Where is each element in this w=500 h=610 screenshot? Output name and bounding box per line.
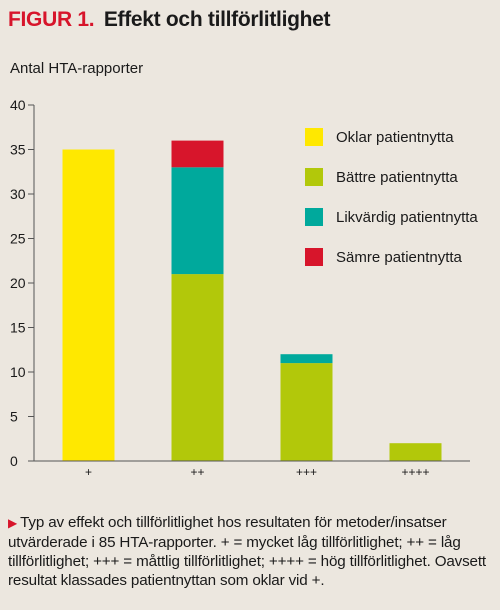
y-tick-label: 40: [10, 97, 26, 113]
y-tick-label: 20: [10, 275, 26, 291]
x-tick-label: +++: [296, 465, 317, 479]
figure-label: FIGUR 1.: [8, 8, 95, 31]
y-tick-label: 35: [10, 142, 26, 158]
legend-swatch: [305, 168, 323, 186]
y-tick-label: 10: [10, 364, 26, 380]
y-axis-label: Antal HTA-rapporter: [10, 60, 144, 77]
x-tick-label: +: [85, 465, 92, 479]
legend-swatch: [305, 208, 323, 226]
figure-caption: ▶ Typ av effekt och tillförlitlighet hos …: [8, 513, 494, 590]
figure-title: FIGUR 1. Effekt och tillförlitlighet: [8, 8, 331, 32]
x-tick-label: ++++: [401, 465, 429, 479]
bar-segment: [389, 443, 442, 461]
legend-label: Bättre patientnytta: [336, 169, 458, 186]
x-tick-label: ++: [190, 465, 204, 479]
figure-title-text: Effekt och tillförlitlighet: [103, 8, 331, 31]
legend-swatch: [305, 248, 323, 266]
legend-label: Oklar patientnytta: [336, 129, 454, 146]
bar-segment: [171, 274, 224, 461]
legend-label: Sämre patientnytta: [336, 249, 463, 266]
y-tick-label: 30: [10, 186, 26, 202]
legend-swatch: [305, 128, 323, 146]
bar-segment: [171, 140, 224, 168]
bar-segment: [280, 363, 333, 461]
y-tick-label: 25: [10, 231, 26, 247]
bar-segment: [280, 354, 333, 364]
legend-label: Likvärdig patientnytta: [336, 209, 478, 226]
caption-text: Typ av effekt och tillförlitlighet hos r…: [8, 514, 486, 589]
bar-segment: [171, 167, 224, 275]
y-tick-label: 5: [10, 409, 18, 425]
bar-segment: [62, 149, 115, 461]
y-tick-label: 15: [10, 320, 26, 336]
y-tick-label: 0: [10, 453, 18, 469]
caption-arrow-icon: ▶: [8, 516, 18, 530]
